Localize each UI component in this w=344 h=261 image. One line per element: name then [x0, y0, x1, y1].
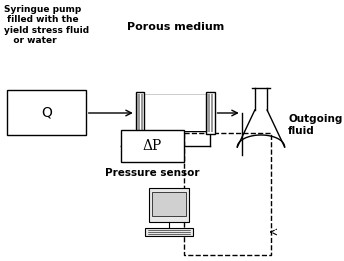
Bar: [207, 94, 210, 132]
Bar: [7, 90, 86, 135]
Text: Outgoing
fluid: Outgoing fluid: [288, 114, 343, 136]
Text: Q: Q: [41, 105, 52, 120]
Bar: [144, 95, 206, 131]
Bar: [211, 94, 213, 132]
Text: ΔP: ΔP: [143, 139, 162, 153]
Bar: [146, 228, 193, 236]
Text: Porous medium: Porous medium: [127, 22, 224, 32]
Bar: [137, 94, 140, 132]
Text: Pressure sensor: Pressure sensor: [105, 168, 200, 178]
Bar: [121, 130, 184, 162]
Bar: [136, 92, 144, 134]
Bar: [141, 94, 143, 132]
Text: Syringue pump
 filled with the
yield stress fluid
   or water: Syringue pump filled with the yield stre…: [4, 5, 89, 45]
Bar: [206, 92, 215, 134]
Bar: [184, 133, 271, 255]
Bar: [149, 188, 189, 222]
Bar: [152, 192, 186, 216]
